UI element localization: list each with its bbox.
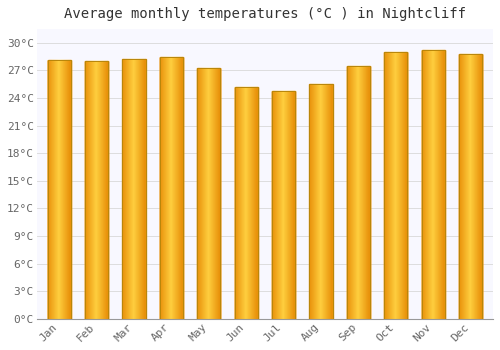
Bar <box>160 57 183 319</box>
Bar <box>234 87 258 319</box>
Bar <box>122 60 146 319</box>
Bar <box>272 91 295 319</box>
Bar <box>48 60 71 319</box>
Bar <box>85 61 108 319</box>
Bar <box>197 68 220 319</box>
Bar <box>347 66 370 319</box>
Bar <box>422 50 445 319</box>
Title: Average monthly temperatures (°C ) in Nightcliff: Average monthly temperatures (°C ) in Ni… <box>64 7 466 21</box>
Bar <box>459 54 482 319</box>
Bar <box>384 52 407 319</box>
Bar <box>310 84 332 319</box>
